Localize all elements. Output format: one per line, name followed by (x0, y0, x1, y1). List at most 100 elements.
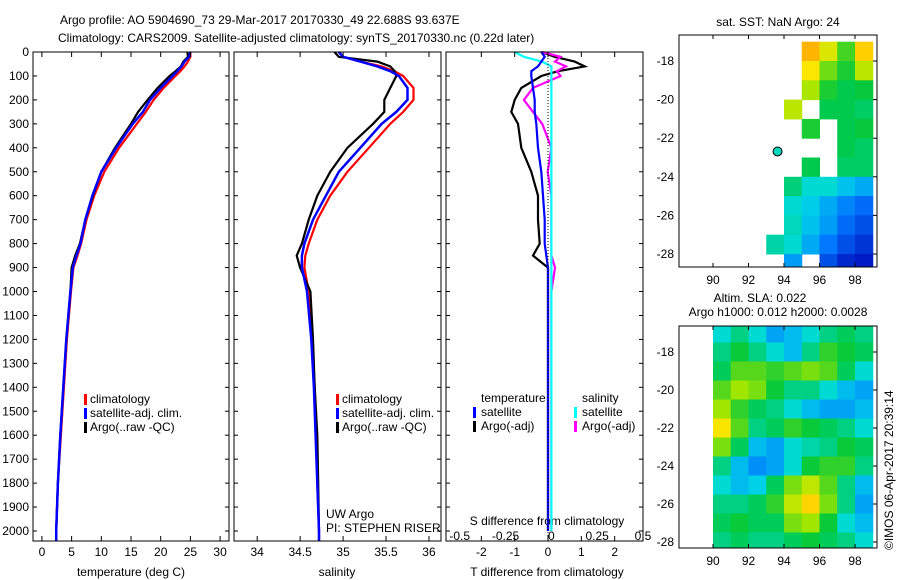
sst-cell (837, 99, 856, 120)
sst-cell (855, 118, 874, 139)
sst-cell (837, 234, 856, 255)
sla-cell (784, 475, 803, 495)
series-line-argo-raw-qc- (295, 51, 398, 532)
y-tick-label: 800 (9, 237, 29, 251)
x-tick-label: 1 (578, 545, 585, 559)
sla-cell (855, 418, 874, 438)
sst-cell (801, 196, 820, 216)
sst-cell (819, 80, 838, 101)
sla-cell (748, 437, 767, 457)
sla-cell (837, 418, 856, 438)
x-tick-label: 10 (95, 545, 109, 559)
sst-cell (819, 176, 838, 197)
sst-cell (837, 157, 856, 178)
sst-cell (819, 196, 838, 216)
legend-header-temperature: temperature (481, 391, 546, 405)
legend-swatch (336, 422, 339, 433)
map-x-tick-label: 96 (813, 273, 827, 287)
map-y-tick-label: -20 (657, 383, 675, 397)
legend-label: Argo(-adj) (582, 419, 635, 433)
sla-cell (713, 326, 732, 343)
sla-map-title-2: Argo h1000: 0.012 h2000: 0.0028 (689, 305, 868, 319)
legend-label: satellite (481, 405, 522, 419)
x-tick-label: 34 (251, 545, 265, 559)
sla-cell (713, 342, 732, 362)
map-frame (678, 325, 878, 549)
sla-cell (855, 456, 874, 476)
sla-cell (837, 399, 856, 419)
sla-cell (784, 456, 803, 476)
map-y-tick-label: -24 (657, 459, 675, 473)
y-tick-label: 1000 (2, 285, 29, 299)
y-tick-label: 1400 (2, 380, 29, 394)
legend-swatch (336, 394, 339, 405)
y-tick-label: 1900 (2, 500, 29, 514)
sla-cell (748, 532, 767, 548)
sla-cell (819, 342, 838, 362)
sla-cell (713, 418, 732, 438)
diff-xlabel: T difference from climatology (470, 565, 624, 579)
sla-cell (801, 475, 820, 495)
title-line-2: Climatology: CARS2009. Satellite-adjuste… (58, 31, 534, 45)
legend-swatch (473, 421, 476, 432)
copyright-label: ©IMOS 06-Apr-2017 20:39:14 (882, 390, 896, 550)
legend-swatch (574, 421, 577, 432)
sla-cell (837, 513, 856, 533)
sla-cell (819, 494, 838, 514)
map-x-tick-label: 90 (706, 554, 720, 568)
sla-cell (748, 342, 767, 362)
sla-cell (801, 399, 820, 419)
sst-cell (819, 215, 838, 236)
sla-cell (855, 342, 874, 362)
sla-cell (766, 494, 785, 514)
sst-cell (819, 254, 838, 267)
sla-cell (730, 456, 749, 476)
x-tick-label: 5 (68, 545, 75, 559)
legend-label: satellite-adj. clim. (90, 406, 182, 420)
sst-cell (801, 234, 820, 255)
legend-label: climatology (342, 392, 402, 406)
sla-cell (819, 380, 838, 400)
map-y-tick-label: -22 (657, 131, 675, 145)
sla-cell (713, 532, 732, 548)
map-x-tick-label: 96 (813, 554, 827, 568)
y-tick-label: 500 (9, 165, 29, 179)
x-tick-label: 2 (611, 545, 618, 559)
sla-cell (766, 437, 785, 457)
map-y-tick-label: -22 (657, 421, 675, 435)
legend-label: Argo(..raw -QC) (90, 420, 175, 434)
map-x-tick-label: 94 (777, 273, 791, 287)
legend-swatch (473, 407, 476, 418)
plot-frame (445, 51, 644, 542)
sst-cell (837, 254, 856, 267)
sla-cell (855, 475, 874, 495)
sst-cell (855, 41, 874, 62)
sal-xlabel: salinity (319, 565, 356, 579)
y-tick-label: 400 (9, 141, 29, 155)
sla-cell (766, 513, 785, 533)
x-tick-label: 35.5 (374, 545, 398, 559)
y-tick-label: 600 (9, 189, 29, 203)
sla-cell (837, 456, 856, 476)
sla-cell (730, 513, 749, 533)
sla-cell (766, 361, 785, 381)
map-y-tick-label: -28 (657, 535, 675, 549)
sst-cell (819, 41, 838, 62)
sla-cell (713, 475, 732, 495)
sla-cell (784, 399, 803, 419)
map-y-tick-label: -26 (657, 497, 675, 511)
sla-cell (801, 456, 820, 476)
sla-cell (855, 399, 874, 419)
sla-cell (766, 418, 785, 438)
sst-map-title: sat. SST: NaN Argo: 24 (716, 15, 840, 29)
sla-cell (819, 361, 838, 381)
sla-cell (730, 532, 749, 548)
y-tick-label: 700 (9, 213, 29, 227)
legend-swatch (84, 408, 87, 419)
sla-cell (801, 532, 820, 548)
sst-cell (855, 80, 874, 101)
y-tick-label: 0 (22, 45, 29, 59)
sst-cell (837, 138, 856, 158)
x-tick-label: 20 (154, 545, 168, 559)
sla-cell (766, 399, 785, 419)
